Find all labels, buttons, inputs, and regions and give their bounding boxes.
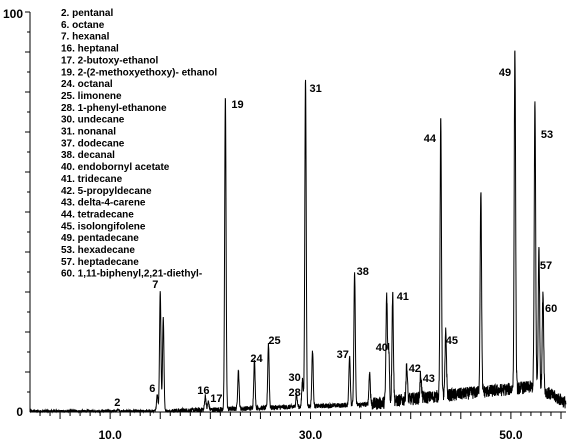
legend-entry: 53. hexadecane [61,245,135,256]
peak-label-60: 60 [545,303,557,315]
legend-entry: 41. tridecane [61,174,123,185]
peak-label-40: 40 [376,342,388,354]
chromatogram-line [29,50,567,414]
peak-label-44: 44 [424,133,437,145]
legend-entry: 19. 2-(2-methoxyethoxy)- ethanol [61,67,217,78]
legend-entry: 2. pentanal [61,8,113,19]
peak-label-19: 19 [231,99,243,111]
peak-label-41: 41 [397,291,409,303]
y-tick-label: 100 [3,7,23,21]
legend-entry: 7. hexanal [61,32,110,43]
legend-entry: 6. octane [61,20,105,31]
peak-label-38: 38 [357,266,369,278]
legend-entry: 31. nonanal [61,127,116,138]
peak-label-24: 24 [250,353,263,365]
legend-entry: 43. delta-4-carene [61,198,146,209]
chromatogram-trace [29,50,567,414]
legend-entry: 25. limonene [61,91,122,102]
peak-label-25: 25 [268,335,280,347]
peak-label-17: 17 [210,393,222,405]
peak-label-30: 30 [289,372,301,384]
peak-label-42: 42 [409,363,421,375]
y-tick-label: 0 [16,405,23,419]
legend-entry: 60. 1,11-biphenyl,2,21-diethyl- [61,269,202,280]
peak-label-45: 45 [446,335,458,347]
legend-entry: 17. 2-butoxy-ethanol [61,55,158,66]
legend-entry: 16. heptanal [61,44,119,55]
x-tick-label: 10.0 [98,428,122,442]
legend-entry: 57. heptadecane [61,257,139,268]
x-tick-label: 30.0 [299,428,323,442]
peak-label-53: 53 [541,129,553,141]
peak-label-16: 16 [197,385,209,397]
legend-entry: 44. tetradecane [61,209,134,220]
legend-entry: 30. undecane [61,115,125,126]
peak-label-43: 43 [423,373,435,385]
peak-label-37: 37 [337,349,349,361]
legend-entry: 37. dodecane [61,138,125,149]
peak-label-49: 49 [499,67,511,79]
peak-label-57: 57 [540,260,552,272]
legend-entry: 40. endobornyl acetate [61,162,170,173]
peak-label-7: 7 [152,279,158,291]
legend-entry: 45. isolongifolene [61,221,146,232]
legend-entry: 24. octanal [61,79,113,90]
peak-label-31: 31 [310,83,322,95]
legend-entry: 38. decanal [61,150,115,161]
x-tick-label: 50.0 [499,428,523,442]
peak-label-28: 28 [289,387,301,399]
legend-entry: 42. 5-propyldecane [61,186,152,197]
peak-label-2: 2 [114,397,120,409]
chart-axes: 10.0 30.0 50.0 0 100 [3,7,566,442]
legend-entry: 49. pentadecane [61,233,139,244]
legend-entry: 28. 1-phenyl-ethanone [61,103,167,114]
peak-label-6: 6 [149,383,155,395]
